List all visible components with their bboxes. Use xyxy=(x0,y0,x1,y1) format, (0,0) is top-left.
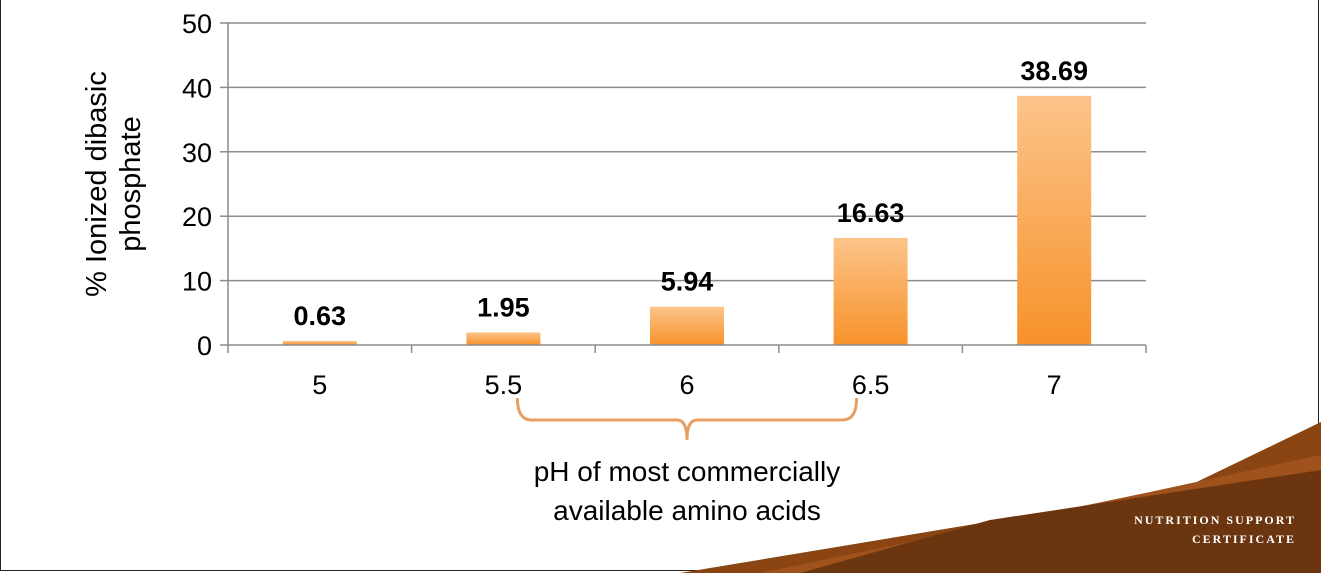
y-tick-label-0: 0 xyxy=(197,331,212,361)
y-tick-labels: 0 10 20 30 40 50 xyxy=(182,9,212,361)
bar-7 xyxy=(1017,95,1092,346)
x-tick-label-7: 7 xyxy=(1047,370,1062,400)
x-tick-label-5.5: 5.5 xyxy=(485,370,523,400)
y-tick-label-30: 30 xyxy=(182,138,212,168)
data-labels: 0.63 1.95 5.94 16.63 38.69 xyxy=(294,56,1088,331)
gridlines xyxy=(220,22,1146,346)
x-tick-label-5: 5 xyxy=(312,370,327,400)
annotation-line-2: available amino acids xyxy=(553,495,821,526)
footer-band-light xyxy=(800,470,1321,573)
footer-line-2: CERTIFICATE xyxy=(1192,532,1296,546)
data-label-7: 38.69 xyxy=(1020,56,1088,86)
y-tick-label-50: 50 xyxy=(182,9,212,39)
y-axis-title-line-1: % Ionized dibasic xyxy=(81,71,113,297)
annotation-line-1: pH of most commercially xyxy=(534,456,841,487)
y-tick-label-20: 20 xyxy=(182,202,212,232)
y-tick-label-10: 10 xyxy=(182,267,212,297)
bar-5 xyxy=(282,340,357,345)
annotation-bracket xyxy=(515,397,859,441)
bar-5.5 xyxy=(466,332,541,345)
bar-6 xyxy=(650,306,724,345)
ph-annotation: pH of most commercially available amino … xyxy=(515,397,859,526)
axes xyxy=(227,23,1147,353)
data-label-6: 5.94 xyxy=(661,267,714,297)
data-label-5: 0.63 xyxy=(294,301,347,331)
footer-banner: NUTRITION SUPPORT CERTIFICATE xyxy=(680,422,1321,573)
y-tick-label-40: 40 xyxy=(182,73,212,103)
data-label-5.5: 1.95 xyxy=(477,292,530,322)
data-label-6.5: 16.63 xyxy=(837,198,905,228)
y-axis-title-line-2: phosphate xyxy=(115,116,147,251)
footer-line-1: NUTRITION SUPPORT xyxy=(1134,513,1296,527)
bars xyxy=(282,95,1092,346)
y-axis-title: % Ionized dibasic phosphate xyxy=(81,71,147,297)
x-tick-label-6: 6 xyxy=(679,370,694,400)
x-tick-label-6.5: 6.5 xyxy=(852,370,890,400)
x-tick-labels: 5 5.5 6 6.5 7 xyxy=(312,370,1061,400)
bar-6.5 xyxy=(833,237,908,345)
